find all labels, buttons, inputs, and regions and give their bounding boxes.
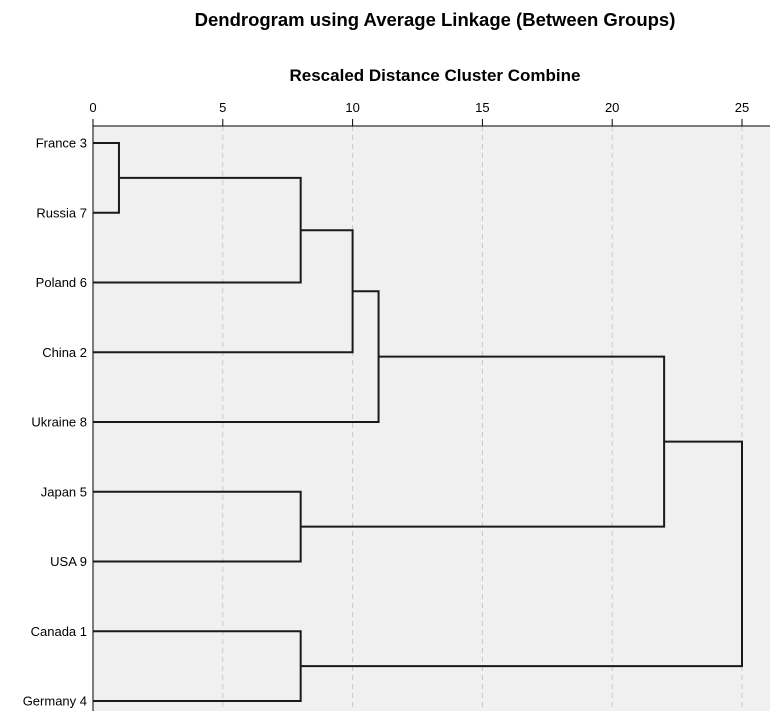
leaf-label: China 2 xyxy=(42,345,87,360)
x-axis-label: Rescaled Distance Cluster Combine xyxy=(290,66,581,85)
chart-title: Dendrogram using Average Linkage (Betwee… xyxy=(195,9,676,30)
x-tick-label-20: 20 xyxy=(605,100,619,115)
leaf-label: USA 9 xyxy=(50,554,87,569)
x-tick-label-10: 10 xyxy=(345,100,359,115)
x-tick-label-15: 15 xyxy=(475,100,489,115)
x-tick-label-5: 5 xyxy=(219,100,226,115)
leaf-label: France 3 xyxy=(36,136,87,151)
x-axis: 0 5 10 15 20 25 xyxy=(89,100,770,711)
leaf-label: Germany 4 xyxy=(23,694,87,709)
dendrogram-links xyxy=(93,142,743,702)
leaf-labels: France 3 Russia 7 Poland 6 China 2 Ukraine 8… xyxy=(23,136,87,709)
x-tick-label-0: 0 xyxy=(89,100,96,115)
plot-area xyxy=(93,126,770,711)
leaf-label: Ukraine 8 xyxy=(31,415,87,430)
x-tick-label-25: 25 xyxy=(735,100,749,115)
leaf-label: Russia 7 xyxy=(36,205,87,220)
dendrogram-link xyxy=(300,440,743,668)
leaf-label: Poland 6 xyxy=(36,275,87,290)
leaf-label: Canada 1 xyxy=(31,624,87,639)
leaf-label: Japan 5 xyxy=(41,484,87,499)
